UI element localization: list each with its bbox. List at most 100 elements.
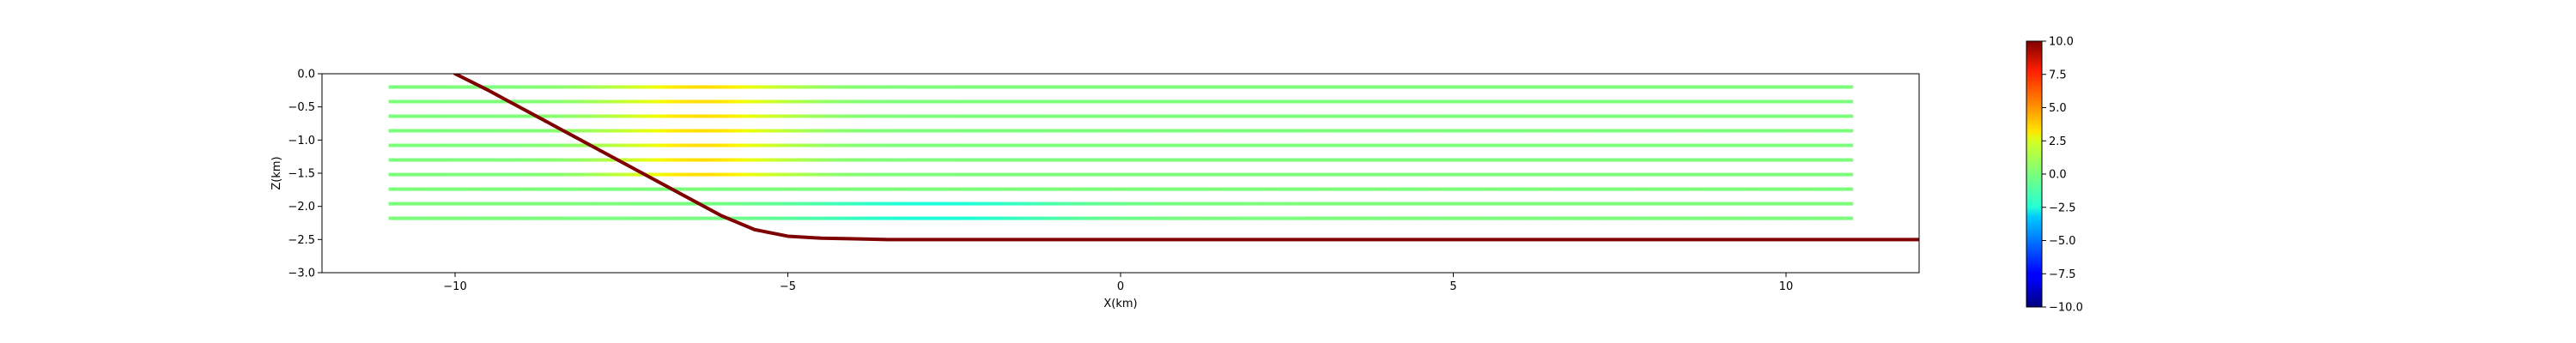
receiver-segment	[562, 114, 569, 118]
receiver-segment	[555, 114, 562, 118]
receiver-segment	[1400, 202, 1407, 206]
receiver-segment	[1167, 158, 1175, 162]
receiver-segment	[615, 143, 623, 147]
receiver-segment	[1153, 99, 1162, 104]
receiver-segment	[1552, 202, 1561, 206]
receiver-segment	[422, 85, 429, 89]
receiver-segment	[1393, 129, 1401, 133]
receiver-segment	[1832, 129, 1840, 133]
receiver-segment	[461, 85, 470, 89]
receiver-segment	[1366, 129, 1375, 133]
receiver-segment	[548, 202, 556, 206]
receiver-segment	[1187, 85, 1194, 89]
receiver-segment	[395, 216, 403, 220]
receiver-segment	[1073, 202, 1082, 206]
receiver-segment	[1819, 216, 1827, 220]
receiver-segment	[601, 158, 609, 162]
receiver-segment	[1739, 202, 1747, 206]
receiver-segment	[448, 158, 456, 162]
receiver-segment	[1094, 216, 1102, 220]
receiver-segment	[1653, 129, 1661, 133]
receiver-segment	[1280, 99, 1288, 104]
receiver-segment	[1147, 202, 1155, 206]
receiver-segment	[1613, 99, 1620, 104]
receiver-segment	[1699, 85, 1707, 89]
receiver-segment	[867, 143, 875, 147]
receiver-segment	[794, 187, 802, 191]
receiver-segment	[781, 114, 789, 118]
receiver-segment	[734, 99, 742, 104]
receiver-segment	[1845, 216, 1854, 220]
receiver-segment	[1653, 187, 1661, 191]
receiver-segment	[588, 114, 596, 118]
receiver-segment	[787, 172, 795, 177]
receiver-segment	[1546, 202, 1554, 206]
receiver-segment	[581, 202, 589, 206]
receiver-segment	[661, 99, 669, 104]
receiver-segment	[1686, 216, 1694, 220]
receiver-segment	[1320, 114, 1327, 118]
receiver-segment	[1174, 187, 1182, 191]
receiver-segment	[647, 129, 656, 133]
receiver-segment	[1206, 99, 1215, 104]
receiver-segment	[428, 143, 436, 147]
receiver-segment	[1047, 202, 1055, 206]
receiver-segment	[1014, 187, 1022, 191]
receiver-segment	[1613, 114, 1620, 118]
receiver-segment	[1100, 129, 1109, 133]
receiver-segment	[801, 85, 809, 89]
receiver-segment	[548, 143, 556, 147]
receiver-segment	[1486, 129, 1494, 133]
receiver-segment	[1227, 158, 1235, 162]
receiver-segment	[1227, 187, 1235, 191]
receiver-segment	[1753, 172, 1760, 177]
receiver-segment	[422, 114, 429, 118]
receiver-line	[388, 187, 1854, 191]
receiver-segment	[1473, 114, 1481, 118]
receiver-segment	[1619, 99, 1627, 104]
receiver-segment	[1712, 187, 1721, 191]
receiver-segment	[1586, 85, 1594, 89]
receiver-segment	[621, 216, 629, 220]
receiver-segment	[947, 114, 955, 118]
receiver-segment	[1206, 202, 1215, 206]
receiver-segment	[562, 202, 569, 206]
receiver-segment	[1739, 216, 1747, 220]
receiver-segment	[1746, 114, 1753, 118]
receiver-segment	[541, 216, 550, 220]
receiver-segment	[1819, 143, 1827, 147]
receiver-segment	[488, 202, 496, 206]
receiver-segment	[562, 85, 569, 89]
receiver-segment	[1393, 158, 1401, 162]
receiver-line	[388, 202, 1854, 206]
receiver-segment	[1566, 99, 1574, 104]
receiver-segment	[940, 158, 949, 162]
receiver-segment	[1473, 172, 1481, 177]
receiver-segment	[1673, 114, 1680, 118]
receiver-segment	[415, 187, 422, 191]
receiver-segment	[987, 114, 995, 118]
receiver-segment	[1632, 172, 1641, 177]
receiver-segment	[461, 187, 470, 191]
receiver-segment	[1041, 202, 1048, 206]
receiver-segment	[807, 172, 816, 177]
receiver-segment	[887, 202, 896, 206]
receiver-segment	[1619, 158, 1627, 162]
receiver-segment	[1706, 143, 1714, 147]
receiver-segment	[1220, 158, 1228, 162]
receiver-segment	[1127, 158, 1135, 162]
colorbar-tick-label: −5.0	[2049, 235, 2076, 248]
receiver-segment	[508, 129, 516, 133]
receiver-segment	[1772, 187, 1780, 191]
receiver-segment	[621, 187, 629, 191]
receiver-segment	[695, 85, 702, 89]
receiver-segment	[1280, 85, 1288, 89]
receiver-segment	[834, 129, 842, 133]
receiver-segment	[781, 187, 789, 191]
receiver-segment	[1160, 99, 1168, 104]
receiver-segment	[914, 114, 922, 118]
receiver-segment	[441, 85, 449, 89]
receiver-segment	[734, 158, 742, 162]
receiver-segment	[1726, 129, 1734, 133]
receiver-segment	[1433, 216, 1441, 220]
